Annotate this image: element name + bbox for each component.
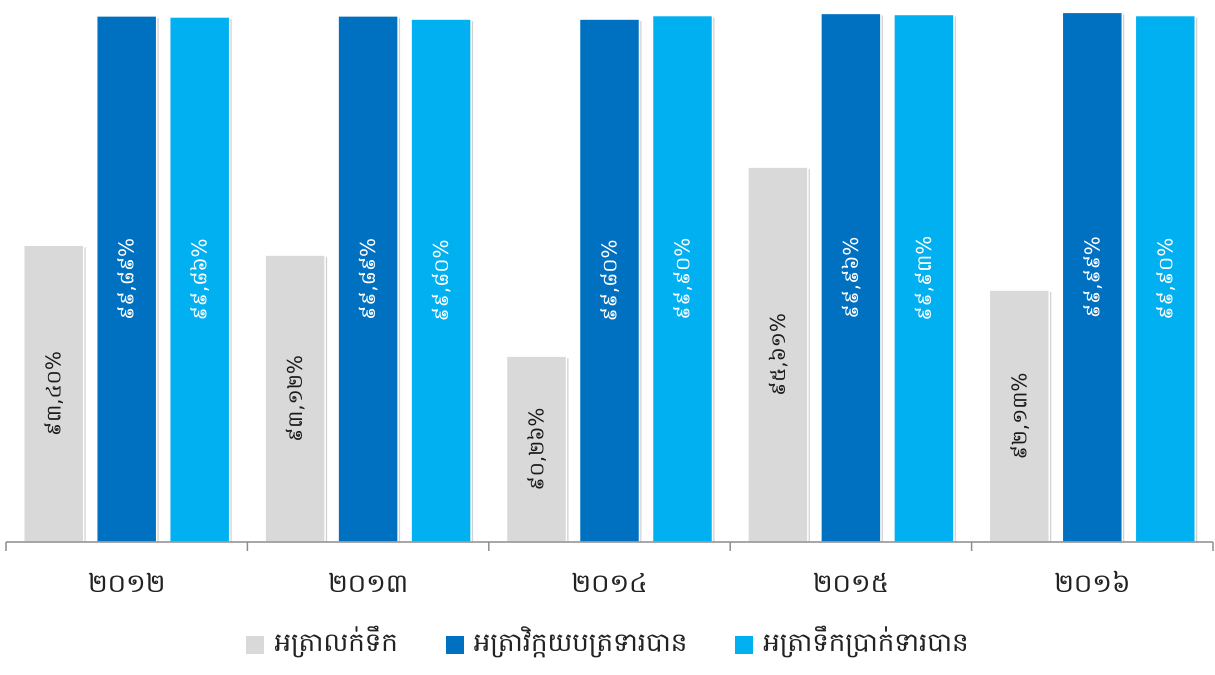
bar-s0-c2	[505, 355, 568, 543]
x-tick-labels: ២០១២ ២០១៣ ២០១៤ ២០១៥ ២០១៦	[88, 569, 1130, 599]
legend-item-0: អត្រាលក់ទឹក	[246, 626, 398, 664]
bar-s2-c1	[410, 18, 472, 543]
data-label-s2-c2: ៩៩,៩០%	[671, 238, 695, 320]
data-label-s1-c2: ៩៩,៨០%	[598, 240, 622, 322]
data-label-s2-c0: ៩៩,៨៦%	[188, 238, 212, 320]
bars-group: ៩៣,៤០% ៩៩,៨៩% ៩៩,៨៦% ៩៣,១២% ៩៩,៨៩% ៩៩,៨០% ៩០,២…	[22, 11, 1198, 543]
x-axis	[5, 541, 1214, 551]
bar-s1-c3	[820, 12, 882, 543]
bar-s2-c3	[893, 13, 955, 543]
legend-label: អត្រាទឹកប្រាក់ទារបាន	[763, 628, 969, 658]
x-tick-label: ២០១៥	[813, 569, 889, 599]
bar-s2-c4	[1134, 14, 1197, 543]
legend-label: អត្រាវិក្កយបត្រទារបាន	[473, 628, 688, 658]
data-label-s2-c1: ៩៩,៨០%	[429, 240, 453, 322]
bar-s0-c0	[22, 244, 85, 543]
legend-item-2: អត្រាទឹកប្រាក់ទារបាន	[735, 626, 969, 664]
data-label-s2-c3: ៩៩,៩៣%	[912, 236, 936, 321]
bar-s2-c2	[651, 14, 714, 543]
x-tick-label: ២០១៦	[1054, 569, 1130, 599]
data-label-s0-c4: ៩២,១៣%	[1007, 373, 1031, 460]
data-label-s0-c2: ៩០,២៦%	[525, 408, 549, 491]
legend-swatch	[735, 636, 754, 654]
bar-s1-c2	[578, 18, 641, 543]
legend: អត្រាលក់ទឹក អត្រាវិក្កយបត្រទារបាន អត្រាទឹក…	[0, 620, 1215, 670]
bar-chart: ៩៣,៤០% ៩៩,៨៩% ៩៩,៨៦% ៩៣,១២% ៩៩,៨៩% ៩៩,៨០% ៩០,២…	[5, 11, 1214, 599]
x-tick-label: ២០១២	[88, 569, 165, 599]
bar-s0-c3	[747, 166, 809, 543]
bar-s0-c1	[264, 254, 326, 543]
bar-s0-c4	[988, 289, 1051, 543]
legend-swatch	[246, 636, 265, 654]
x-tick-label: ២០១៣	[328, 569, 408, 599]
data-label-s0-c0: ៩៣,៤០%	[42, 351, 66, 436]
data-label-s0-c1: ៩៣,១២%	[283, 355, 307, 442]
x-tick-label: ២០១៤	[571, 569, 647, 599]
bar-s1-c0	[95, 15, 158, 543]
data-label-s0-c3: ៩៥,៦១%	[766, 313, 790, 396]
data-label-s1-c0: ៩៩,៨៩%	[115, 238, 139, 320]
bar-s1-c4	[1061, 11, 1124, 543]
data-label-s1-c4: ៩៩,៩៩%	[1080, 236, 1104, 318]
data-label-s1-c3: ៩៩,៩៦%	[839, 237, 863, 319]
data-label-s2-c4: ៩៩,៩០%	[1153, 238, 1177, 320]
legend-label: អត្រាលក់ទឹក	[274, 628, 398, 658]
legend-item-1: អត្រាវិក្កយបត្រទារបាន	[445, 626, 688, 664]
data-label-s1-c1: ៩៩,៨៩%	[356, 238, 380, 320]
legend-swatch	[445, 636, 464, 654]
